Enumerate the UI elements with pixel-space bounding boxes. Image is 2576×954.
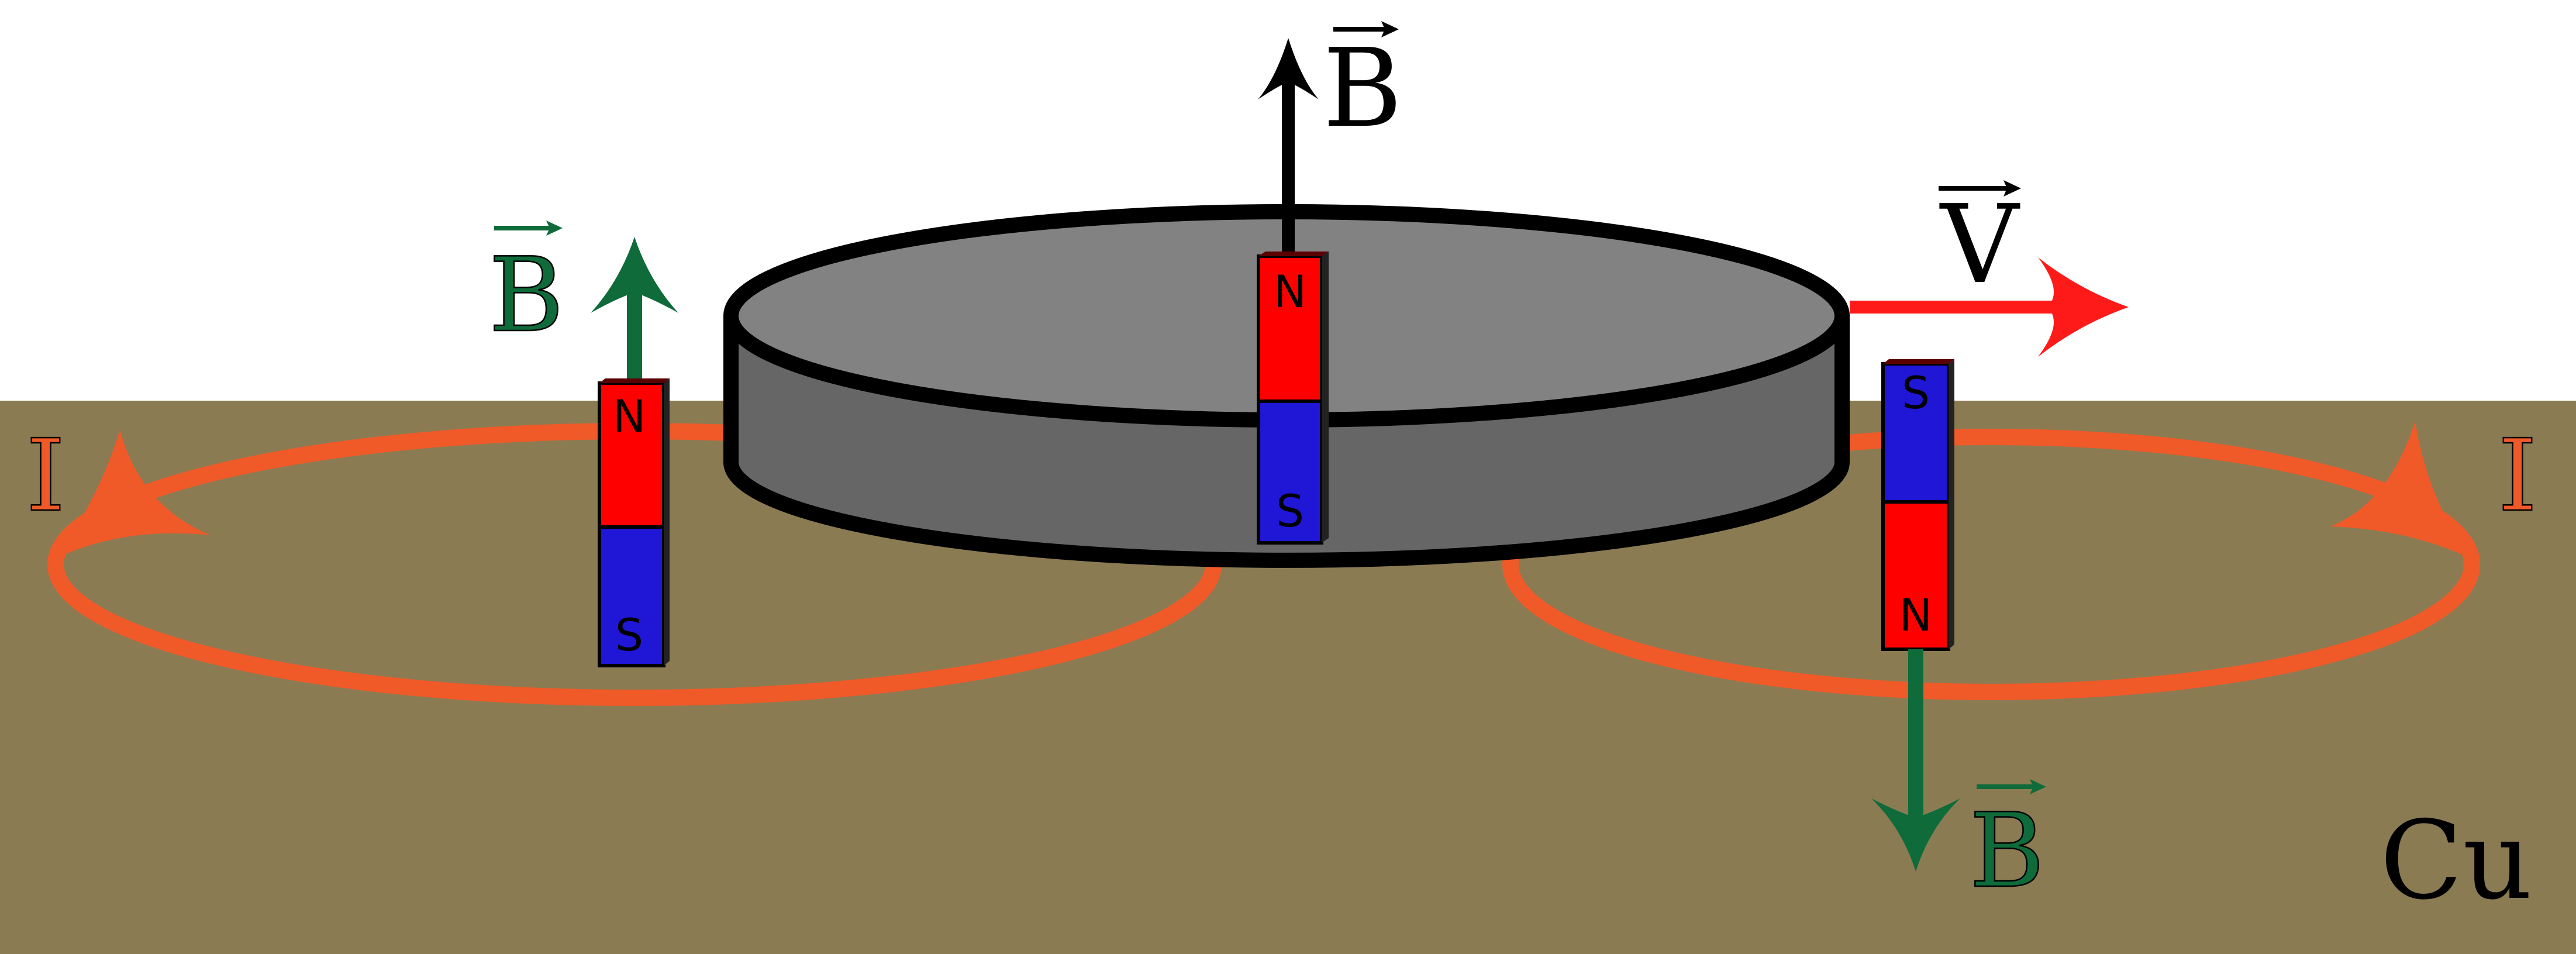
current-label-left: I [26,418,65,534]
left-magnet-north-label: N [613,390,646,442]
current-loop-right [1502,429,2480,700]
velocity-arrow-head [2038,257,2129,357]
center-bar-magnet: N S [1257,252,1329,545]
field-label-main: B [1323,21,1402,151]
field-arrow-main-head [1258,38,1319,99]
right-bar-magnet: S N [1881,359,1954,651]
field-arrow-right-head [1871,798,1960,872]
field-label-right-text: B [1970,792,2045,911]
velocity-label-text: V [1939,181,2020,308]
left-magnet-south-label: S [615,609,643,661]
current-label-right: I [2498,418,2537,534]
current-arrow-left-head [56,430,211,559]
center-magnet-north-label: N [1274,266,1307,318]
center-magnet-south-label: S [1276,485,1304,537]
field-label-left-text: B [489,236,564,355]
field-label-main-text: B [1323,25,1402,151]
field-label-left: B [488,221,565,356]
velocity-label: V [1939,180,2021,308]
field-arrow-left-head [591,237,678,313]
right-magnet-north-label: N [1899,589,1933,641]
right-magnet-south-label: S [1902,367,1930,419]
left-bar-magnet: N S [598,378,670,667]
material-label: Cu [2380,797,2533,924]
field-label-right: B [1968,779,2046,911]
current-arrow-right-head [2330,421,2471,559]
